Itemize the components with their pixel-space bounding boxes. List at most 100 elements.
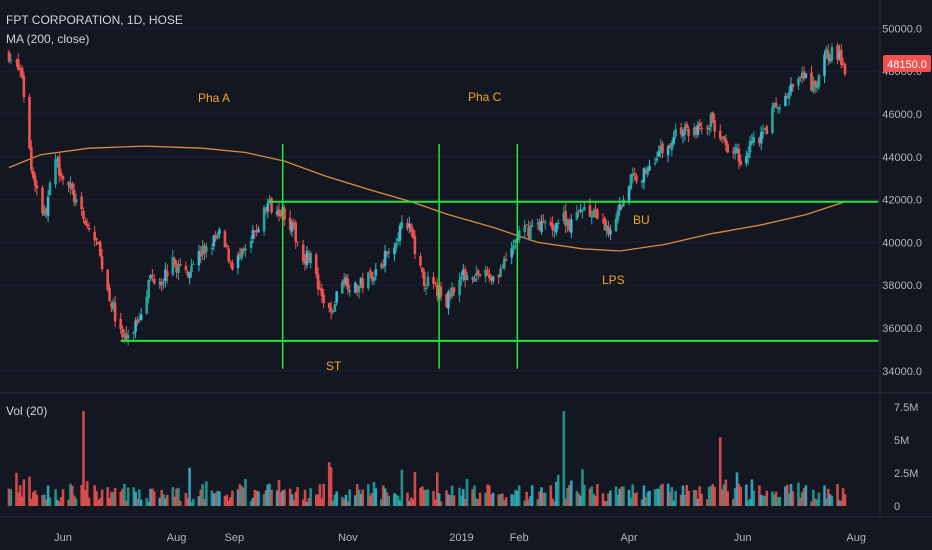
candle-body (253, 230, 257, 233)
volume-legend[interactable]: Vol (20) (6, 404, 47, 418)
volume-bar (113, 487, 117, 506)
volume-axis[interactable]: 0 2.5M 5M 7.5M (894, 402, 918, 513)
candle-body (434, 282, 437, 284)
volume-bar (802, 487, 806, 506)
volume-bar (67, 499, 70, 506)
candles (7, 42, 847, 346)
volume-bar (173, 496, 177, 506)
candle-body (618, 204, 622, 211)
volume-bar (177, 487, 180, 506)
candle-body (726, 144, 729, 153)
candle-body (473, 277, 476, 282)
volume-bar (679, 494, 683, 506)
volume-bar (223, 495, 227, 506)
candle-body (536, 223, 540, 225)
volume-bar (268, 483, 271, 506)
volume-bar (385, 492, 389, 506)
volume-bar (463, 499, 467, 506)
volume-bar (614, 486, 618, 506)
volume-bar (396, 495, 400, 506)
volume-bar (340, 496, 344, 506)
volume-bar (800, 492, 804, 506)
volume-bar (227, 500, 231, 506)
volume-bar (644, 497, 648, 506)
volume-bar (569, 480, 573, 506)
time-tick-label: Apr (620, 532, 637, 544)
candle-body (309, 252, 312, 264)
candle-body (59, 172, 63, 177)
annotation-pha-c: Pha C (468, 90, 502, 104)
candle-body (314, 254, 318, 275)
candle-body (499, 268, 502, 278)
price-tick-label: 42000.0 (882, 195, 922, 207)
volume-bar (568, 484, 571, 506)
volume-bar (305, 502, 309, 506)
candle-body (277, 209, 281, 216)
ma-legend[interactable]: MA (200, close) (6, 32, 89, 46)
candle-body (307, 253, 311, 262)
candle-body (735, 148, 739, 151)
candle-body (672, 137, 676, 144)
volume-bar (355, 484, 359, 506)
volume-bar (745, 484, 748, 506)
candle-body (335, 291, 338, 303)
symbol-legend[interactable]: FPT CORPORATION, 1D, HOSE (6, 13, 183, 27)
volume-bar (316, 494, 320, 506)
candle-body (340, 282, 344, 294)
volume-bar (655, 488, 659, 506)
candle-body (262, 207, 266, 232)
volume-bar (123, 483, 126, 506)
candle-body (406, 223, 409, 229)
price-axis[interactable]: 34000.0 36000.0 38000.0 40000.0 42000.0 44000… (882, 23, 922, 377)
volume-bar (489, 494, 493, 506)
candle-body (151, 274, 154, 277)
volume-bar (765, 490, 769, 506)
candle-body (126, 335, 130, 339)
volume-bar (184, 492, 188, 506)
annotation-lines[interactable] (120, 143, 879, 369)
candle-body (588, 205, 592, 217)
volume-bar (603, 500, 607, 506)
candle-body (20, 67, 24, 78)
volume-bar (735, 472, 739, 506)
candle-body (812, 82, 815, 92)
volume-bar (771, 491, 774, 506)
volume-bar (538, 491, 541, 506)
time-axis[interactable]: Jun Aug Sep Nov 2019 Feb Apr Jun Aug (54, 532, 866, 544)
candle-body (223, 231, 227, 247)
volume-bar (303, 489, 307, 506)
time-tick-label: Nov (338, 532, 358, 544)
candle-body (56, 158, 59, 161)
candle-body (648, 165, 651, 171)
candle-body (385, 253, 389, 255)
volume-bar (784, 486, 787, 506)
candle-body (210, 247, 214, 249)
volume-bar (279, 492, 283, 506)
candle-body (718, 130, 722, 139)
candle-body (687, 128, 690, 136)
volume-bar (750, 479, 754, 506)
candle-body (288, 217, 292, 230)
candle-body (74, 199, 78, 203)
volume-bar (93, 485, 96, 506)
candle-body (465, 275, 469, 281)
volume-bar (199, 489, 203, 506)
candle-body (216, 234, 219, 238)
candle-body (657, 151, 661, 157)
candle-body (197, 251, 201, 266)
candle-body (802, 71, 806, 79)
candle-body (724, 138, 728, 145)
volume-bar (799, 497, 802, 506)
candle-body (359, 278, 363, 286)
volume-bar (826, 488, 830, 506)
candle-body (778, 107, 782, 110)
candle-body (771, 107, 774, 133)
volume-bar (620, 486, 623, 506)
candle-body (581, 210, 584, 212)
volume-bar (471, 489, 474, 506)
volume-bar (238, 484, 242, 506)
volume-bar (607, 493, 610, 506)
volume-bar (71, 485, 74, 506)
volume-bar (666, 483, 670, 506)
